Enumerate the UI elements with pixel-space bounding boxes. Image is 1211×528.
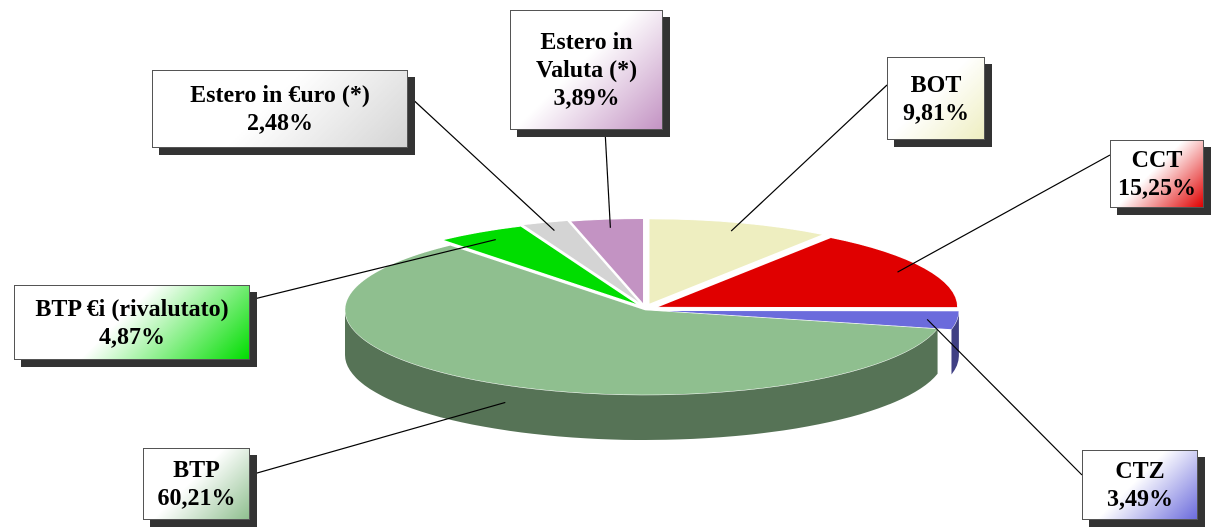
value-label: 15,25% [1118,175,1196,201]
value-label: 60,21% [157,485,236,511]
slice-label: CCT 15,25% [1110,140,1204,208]
leader-line [604,129,611,228]
slice [344,245,939,396]
leader-line [407,94,555,232]
slice [442,226,638,305]
category-label: CTZ [1115,458,1165,484]
slice-side [951,311,959,375]
slice-label: Estero in €uro (*) 2,48% [152,70,408,148]
category-label: BOT [910,71,962,98]
category-label: BTP [173,457,220,483]
value-label: 4,87% [99,323,165,350]
slice [658,310,960,330]
slice-label: BTP €i (rivalutato) 4,87% [14,285,250,360]
value-label: 3,89% [553,85,620,111]
slice-label: BOT 9,81% [887,57,985,140]
slice-label: BTP 60,21% [143,448,250,520]
slice-side [345,310,938,440]
leader-line [249,238,496,301]
leader-line [730,84,888,232]
value-label: 9,81% [903,99,969,126]
slice-label: CTZ 3,49% [1082,450,1198,520]
value-label: 3,49% [1107,486,1173,512]
leader-line [249,401,506,476]
slice-label: Estero in Valuta (*) 3,89% [510,10,663,130]
leader-line [926,318,1083,476]
value-label: 2,48% [247,110,313,136]
category-label: CCT [1131,147,1183,173]
pie-tops [344,218,960,396]
leader-lines [249,84,1111,476]
leader-line [897,154,1111,273]
slice [570,218,644,305]
category-label: Estero in Valuta (*) [535,29,638,83]
category-label: BTP €i (rivalutato) [35,295,229,322]
slice [657,237,958,308]
category-label: Estero in €uro (*) [190,82,370,108]
